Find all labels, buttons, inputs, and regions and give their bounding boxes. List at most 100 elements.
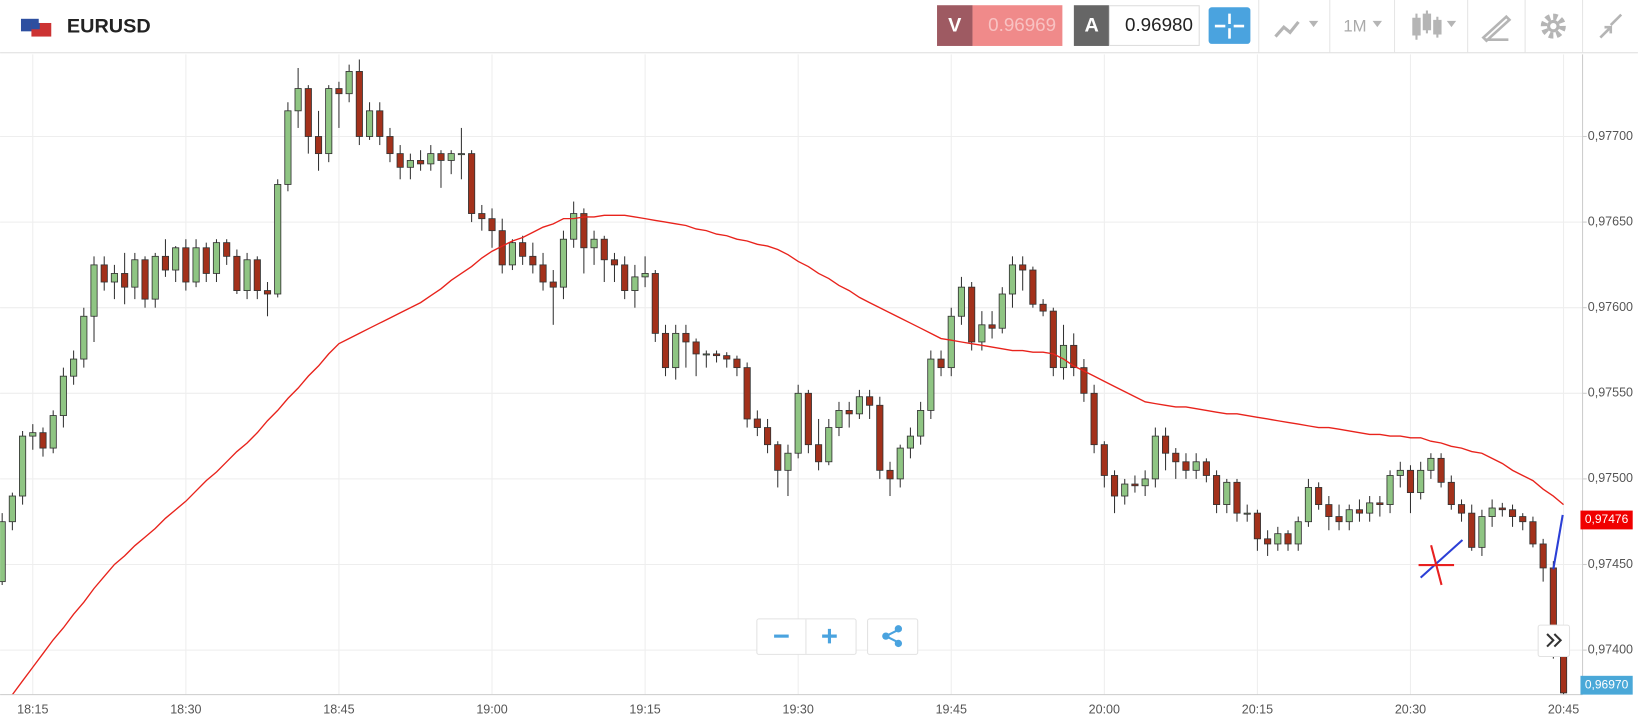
candle-body [49,415,57,449]
share-dot [894,625,903,633]
candle-body [1049,310,1057,369]
moving-average [11,214,1564,695]
chart-type-icon[interactable] [1274,20,1300,38]
candle-body [396,153,404,168]
candle-body [712,353,721,357]
candle-icon[interactable] [1412,10,1442,40]
settings-icon-hole [1550,22,1557,30]
settings-icon[interactable] [1540,13,1566,39]
candle-body [1396,469,1404,476]
candle-body [621,264,629,291]
candle-body [1182,461,1190,471]
axis-layer: 0,97400 0,97450 0,97500 0,97550 0,97600 0,976… [17,129,1633,717]
candle-body [1366,502,1374,514]
current-price-label: 0,97476 [1585,512,1629,526]
flag-us-canton [31,22,40,30]
candle-body [1508,509,1517,517]
x-tick-label: 18:15 [17,703,48,717]
candle-body [508,242,516,266]
timeframe[interactable]: 1M [1343,17,1366,36]
candle-body [376,110,384,137]
candle-body [1223,481,1231,506]
y-tick-label: 0,97600 [1588,300,1633,314]
candle-body [815,444,823,463]
candle-body [110,273,118,283]
candle-body [549,281,557,288]
candle-body [978,324,986,343]
y-tick-label: 0,97650 [1588,214,1633,228]
candle-body [845,410,853,415]
candle-body [835,410,843,428]
candle-body [1386,475,1394,506]
x-tick-label: 19:15 [629,703,660,717]
current-price-tag [1580,510,1633,530]
candle-body [478,213,486,220]
candle-body [631,276,639,291]
draw-icon[interactable] [1481,14,1512,43]
candle-body [825,427,833,463]
candle-body [570,213,578,240]
candle-body [1427,457,1435,471]
candle-body [1029,269,1037,305]
bid-price: 0.96969 [988,14,1056,35]
candle-body [1172,452,1180,463]
ask-price-label: 0,96970 [1585,677,1629,691]
candle-body [855,396,863,415]
candle-body [304,88,312,137]
candle-body [233,255,241,291]
candle-body [212,242,221,274]
candle-body [1529,521,1537,545]
candle-body [202,247,210,274]
candle-body [1417,469,1425,494]
candle-body [1090,392,1098,446]
crosshair-icon [1214,13,1245,39]
candle-body [1233,481,1241,514]
candle-body [1519,516,1527,523]
x-tick-label: 19:45 [936,703,967,717]
candle-body [1121,483,1129,497]
candle-body [0,521,6,583]
candle-body [784,452,792,471]
candle-body [968,286,976,343]
candle-body [1019,264,1027,271]
candle-body [988,324,996,329]
candle-body [896,447,904,480]
ask-box[interactable] [1108,5,1200,46]
collapse-icon[interactable] [1599,13,1623,39]
candle-body [182,247,190,283]
candle-body [263,290,272,295]
y-tick-label: 0,97550 [1588,386,1633,400]
x-tick-label: 19:30 [783,703,814,717]
candle-body [1253,512,1261,540]
candle-body [1202,461,1210,476]
plot-area [0,59,1568,695]
candle-body [580,213,588,249]
candle-body [1070,344,1078,369]
y-tick-label: 0,97450 [1588,557,1633,571]
candle-body [8,495,16,523]
candle-body [1406,469,1415,494]
ask-tag[interactable] [1073,5,1110,46]
bid-tag[interactable] [937,5,973,46]
candle-body [1059,344,1068,369]
x-tick-label: 20:45 [1548,703,1579,717]
candle-body [1437,457,1445,483]
candle-body [80,315,88,360]
dropdown-arrow [1372,20,1383,28]
candle-body [488,218,496,232]
zoom-in[interactable] [822,628,837,644]
bid-box[interactable] [972,5,1063,46]
candle-body [1264,538,1272,545]
candle-body [161,255,170,271]
ask-label: A [1084,14,1098,36]
candle-body [314,136,323,155]
toolbar-bg [0,0,1638,53]
candle-body [1243,512,1251,515]
crosshair-button[interactable] [1208,7,1251,44]
drawn-line [1419,539,1464,579]
candle-body [70,358,78,377]
drawn-line [1552,514,1564,570]
candle-body [1498,507,1506,511]
candle-body [1315,487,1323,506]
share-button[interactable] [867,618,919,655]
